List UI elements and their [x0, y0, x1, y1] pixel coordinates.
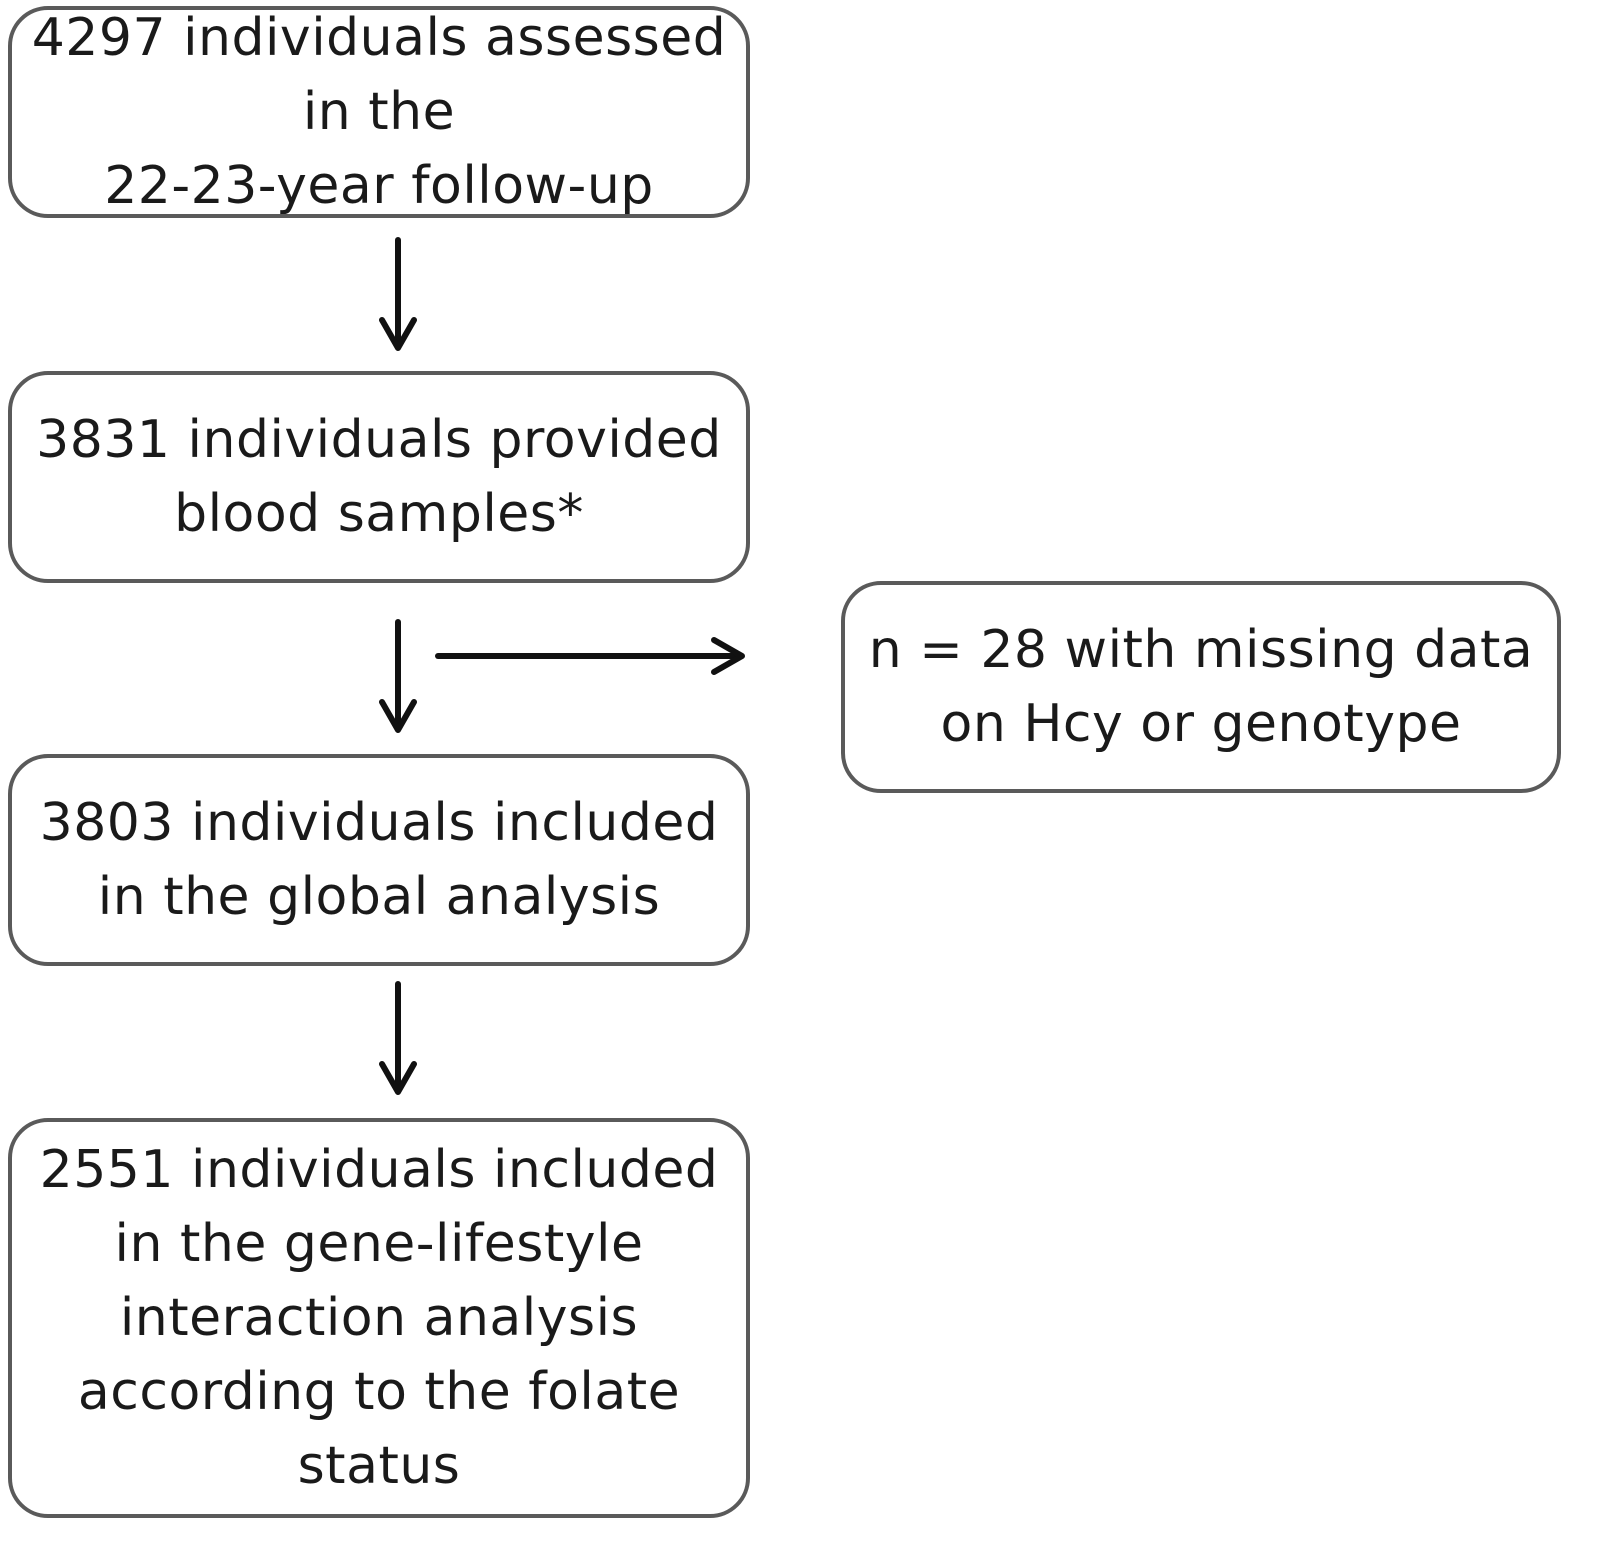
box-interaction-line-4: according to the folate	[77, 1362, 681, 1422]
box-assessed-line-2: in the	[302, 82, 456, 142]
box-global-analysis-line-2: in the global analysis	[97, 867, 661, 927]
box-excluded: n = 28 with missing data on Hcy or genot…	[841, 581, 1561, 793]
arrow-to-excluded	[435, 637, 745, 675]
box-blood-samples-line-2: blood samples*	[174, 484, 584, 544]
box-global-analysis-text: 3803 individuals included in the global …	[40, 786, 719, 934]
box-assessed-line-3: 22-23-year follow-up	[104, 156, 654, 216]
box-interaction-analysis: 2551 individuals included in the gene-li…	[8, 1118, 750, 1518]
box-interaction-line-5: status	[297, 1436, 461, 1496]
box-global-analysis: 3803 individuals included in the global …	[8, 754, 750, 966]
box-interaction-line-2: in the gene-lifestyle	[114, 1214, 644, 1274]
box-blood-samples-line-1: 3831 individuals provided	[36, 410, 722, 470]
box-blood-samples-text: 3831 individuals provided blood samples*	[36, 403, 722, 551]
arrow-assessed-to-blood	[379, 237, 417, 351]
arrow-global-to-interaction	[379, 981, 417, 1095]
box-excluded-text: n = 28 with missing data on Hcy or genot…	[869, 613, 1534, 761]
box-assessed-text: 4297 individuals assessed in the 22-23-y…	[32, 1, 727, 223]
box-assessed-line-1: 4297 individuals assessed	[31, 8, 727, 68]
box-interaction-line-1: 2551 individuals included	[39, 1140, 719, 1200]
box-assessed: 4297 individuals assessed in the 22-23-y…	[8, 6, 750, 218]
box-global-analysis-line-1: 3803 individuals included	[39, 793, 719, 853]
box-excluded-line-2: on Hcy or genotype	[940, 694, 1462, 754]
box-interaction-line-3: interaction analysis	[119, 1288, 639, 1348]
box-blood-samples: 3831 individuals provided blood samples*	[8, 371, 750, 583]
box-interaction-analysis-text: 2551 individuals included in the gene-li…	[40, 1133, 719, 1503]
arrow-blood-to-global	[379, 619, 417, 733]
box-excluded-line-1: n = 28 with missing data	[868, 620, 1534, 680]
